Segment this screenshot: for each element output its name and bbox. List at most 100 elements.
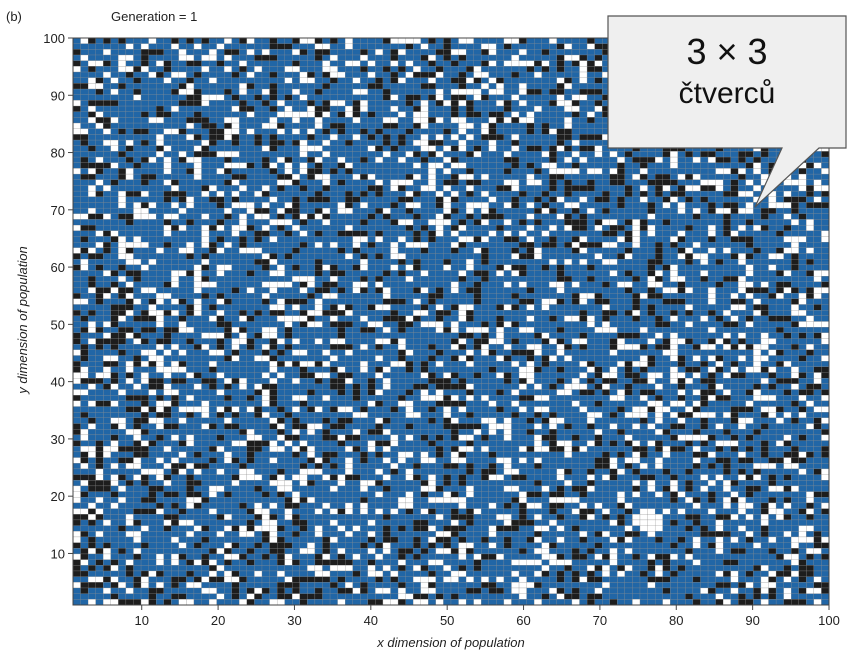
heatmap-cell [224, 304, 232, 311]
heatmap-cell [753, 236, 762, 243]
heatmap-cell [72, 156, 81, 163]
heatmap-cell [518, 236, 527, 243]
heatmap-cell [526, 315, 535, 322]
heatmap-cell [148, 287, 157, 294]
heatmap-cell [292, 298, 300, 305]
heatmap-cell [269, 264, 278, 271]
heatmap-cell [201, 122, 210, 129]
heatmap-cell [745, 253, 754, 260]
heatmap-cell [662, 219, 671, 226]
heatmap-cell [307, 145, 316, 152]
heatmap-cell [685, 247, 694, 254]
heatmap-cell [125, 71, 134, 78]
heatmap-cell [284, 94, 293, 101]
heatmap-cell [103, 304, 111, 311]
heatmap-cell [125, 264, 134, 271]
heatmap-cell [375, 71, 384, 78]
heatmap-cell [670, 310, 678, 316]
heatmap-cell [284, 60, 293, 67]
heatmap-cell [586, 88, 595, 95]
heatmap-cell [503, 122, 512, 129]
heatmap-cell [95, 49, 104, 56]
heatmap-cell [345, 151, 353, 158]
heatmap-cell [299, 304, 308, 311]
heatmap-cell [110, 236, 119, 243]
heatmap-cell [103, 43, 111, 50]
heatmap-cell [276, 49, 285, 56]
heatmap-cell [753, 219, 762, 226]
heatmap-cell [337, 281, 346, 288]
heatmap-cell [352, 219, 361, 226]
heatmap-cell [692, 293, 701, 299]
heatmap-cell [216, 88, 225, 95]
heatmap-cell [443, 287, 452, 294]
heatmap-cell [518, 293, 527, 299]
heatmap-cell [556, 122, 565, 129]
heatmap-cell [322, 293, 331, 299]
heatmap-cell [329, 298, 338, 305]
heatmap-cell [428, 315, 437, 322]
heatmap-cell [647, 281, 656, 288]
heatmap-cell [163, 270, 172, 277]
heatmap-cell [269, 111, 278, 118]
heatmap-cell [292, 241, 300, 248]
heatmap-cell [413, 230, 421, 237]
heatmap-cell [163, 247, 172, 254]
heatmap-cell [443, 253, 452, 260]
heatmap-cell [254, 213, 263, 220]
heatmap-cell [390, 105, 399, 112]
heatmap-cell [413, 310, 421, 316]
heatmap-cell [390, 315, 399, 322]
heatmap-cell [352, 156, 361, 163]
heatmap-cell [239, 259, 248, 265]
heatmap-cell [360, 310, 368, 316]
heatmap-cell [239, 281, 248, 288]
heatmap-cell [594, 139, 603, 146]
heatmap-cell [571, 310, 580, 316]
heatmap-cell [556, 276, 565, 282]
heatmap-cell [685, 253, 694, 260]
heatmap-cell [602, 236, 610, 243]
heatmap-cell [541, 94, 550, 101]
heatmap-cell [481, 224, 489, 231]
heatmap-cell [745, 247, 754, 254]
heatmap-cell [276, 276, 285, 282]
heatmap-cell [685, 310, 694, 316]
heatmap-cell [322, 168, 331, 175]
heatmap-cell [239, 122, 248, 129]
heatmap-cell [768, 259, 777, 265]
heatmap-cell [118, 162, 127, 169]
heatmap-cell [80, 111, 89, 118]
heatmap-cell [390, 224, 399, 231]
heatmap-cell [760, 224, 769, 231]
heatmap-cell [571, 298, 580, 305]
heatmap-cell [360, 111, 368, 118]
heatmap-cell [692, 241, 701, 248]
heatmap-cell [254, 71, 263, 78]
heatmap-cell [367, 54, 376, 61]
heatmap-cell [481, 105, 489, 112]
heatmap-cell [133, 117, 142, 124]
heatmap-cell [738, 219, 746, 226]
heatmap-cell [760, 276, 769, 282]
heatmap-cell [700, 247, 709, 254]
heatmap-cell [216, 224, 225, 231]
heatmap-cell [503, 134, 512, 141]
heatmap-cell [246, 224, 255, 231]
heatmap-cell [171, 156, 179, 163]
heatmap-cell [148, 162, 157, 169]
heatmap-cell [534, 49, 542, 56]
heatmap-cell [292, 315, 300, 322]
heatmap-cell [541, 259, 550, 265]
heatmap-cell [496, 213, 505, 220]
heatmap-cell [269, 281, 278, 288]
heatmap-cell [163, 37, 172, 44]
heatmap-cell [518, 128, 527, 135]
heatmap-cell [428, 156, 437, 163]
heatmap-cell [118, 264, 127, 271]
heatmap-cell [579, 66, 588, 73]
heatmap-cell [382, 128, 391, 135]
heatmap-cell [534, 151, 542, 158]
heatmap-cell [798, 304, 807, 311]
heatmap-cell [125, 162, 134, 169]
